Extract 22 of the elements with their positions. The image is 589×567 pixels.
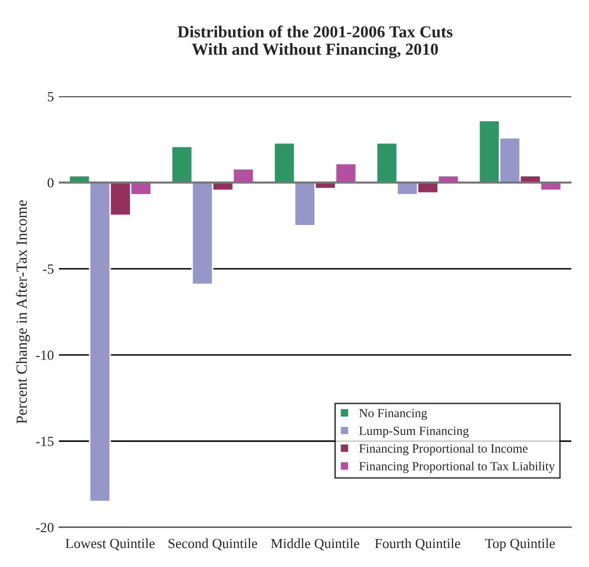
bar xyxy=(170,146,193,184)
y-tick-label: -5 xyxy=(42,264,54,274)
y-axis-title: Percent Change in After-Tax Income xyxy=(16,200,30,424)
legend-label: Financing Proportional to Tax Liability xyxy=(359,462,555,473)
x-tick-label: Lowest Quintile xyxy=(66,538,155,550)
y-tick-label: -15 xyxy=(36,436,54,446)
bar xyxy=(376,142,398,184)
chart-title: Distribution of the 2001-2006 Tax Cuts With and Without Financing, 2010 xyxy=(178,26,452,58)
x-tick-label: Fourth Quintile xyxy=(374,538,460,550)
x-tick-label: Top Quintile xyxy=(485,538,555,552)
legend-label: Financing Proportional to Income xyxy=(359,444,528,456)
bar xyxy=(273,142,296,184)
legend-label: No Financing xyxy=(359,408,428,420)
x-tick-label: Second Quintile xyxy=(168,538,258,550)
y-tick-label: -10 xyxy=(36,350,54,360)
y-tick-label: -20 xyxy=(36,522,54,532)
legend-label: Lump-Sum Financing xyxy=(359,426,469,438)
y-tick-label: 0 xyxy=(48,178,54,188)
bar xyxy=(232,168,254,184)
bar xyxy=(334,162,357,184)
y-tick-label: 5 xyxy=(48,92,54,102)
x-tick-label: Middle Quintile xyxy=(270,538,360,550)
